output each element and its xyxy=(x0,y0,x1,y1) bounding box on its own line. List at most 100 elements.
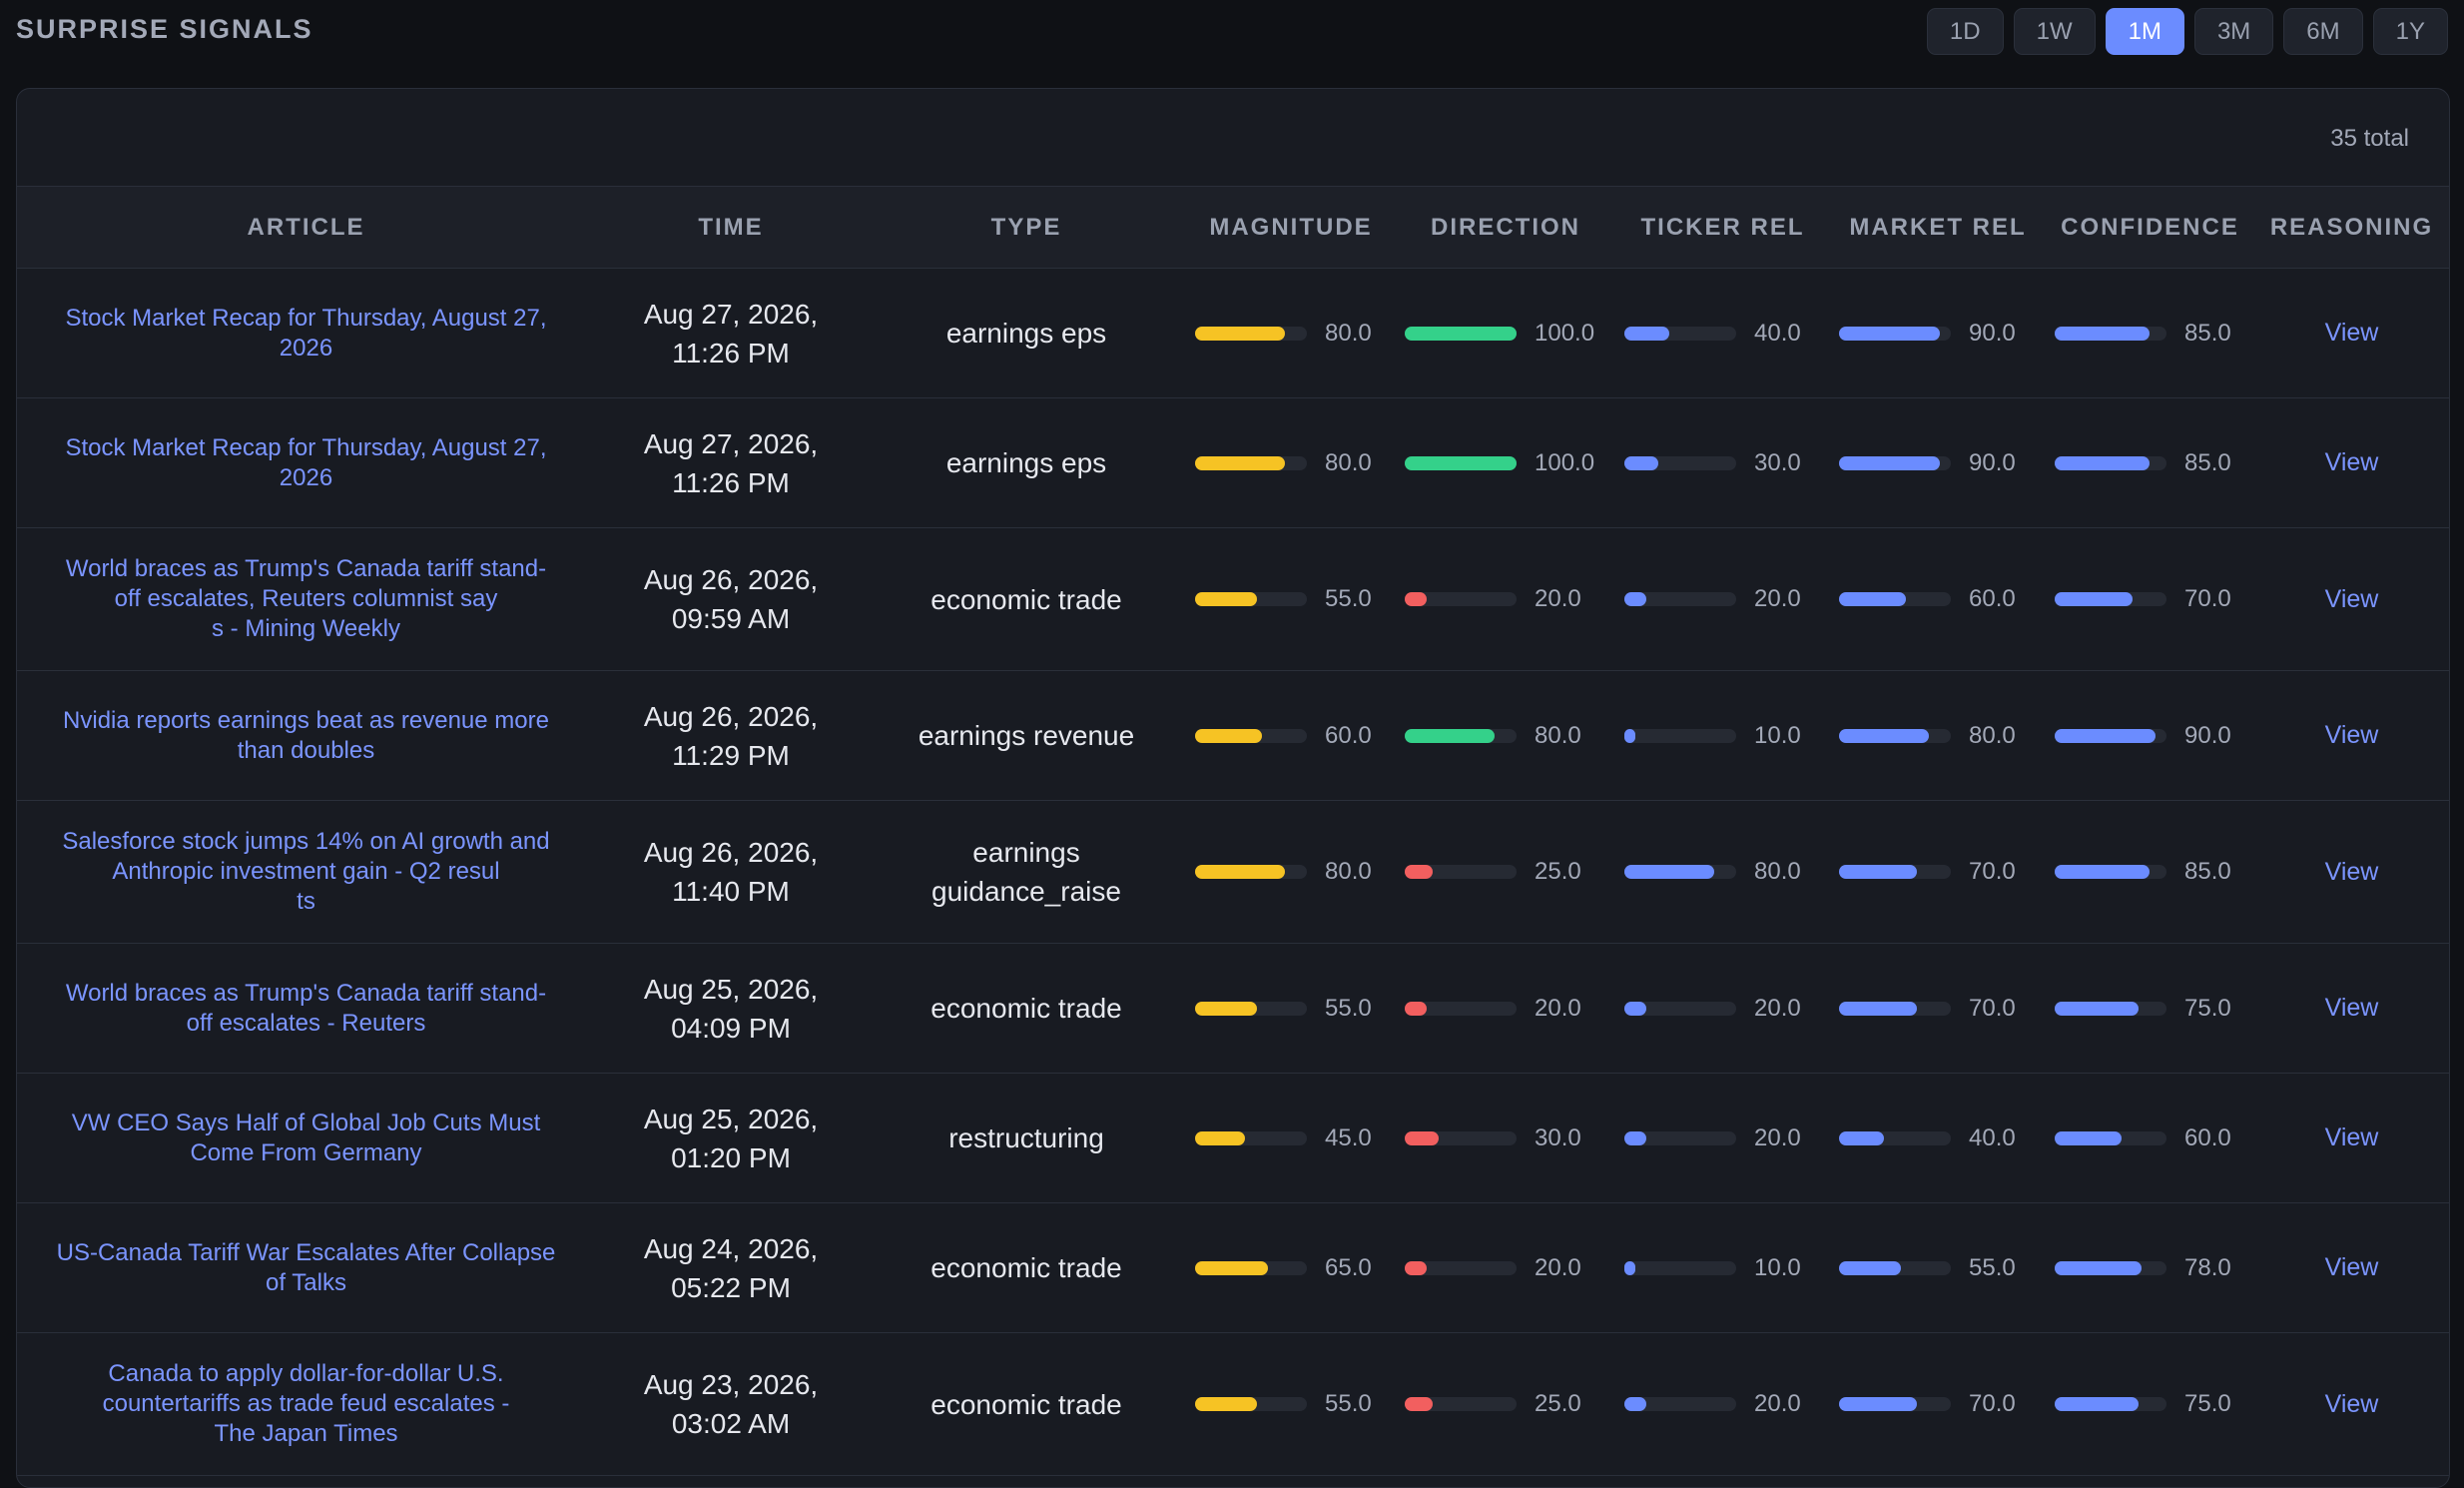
view-reasoning-link[interactable]: View xyxy=(2324,721,2379,749)
ticker-rel-meter: 20.0 xyxy=(1616,1390,1829,1418)
direction-meter: 25.0 xyxy=(1397,858,1614,886)
magnitude-bar-track xyxy=(1195,1130,1307,1145)
direction-cell: 25.0 xyxy=(1396,800,1615,944)
direction-value: 80.0 xyxy=(1535,721,1581,749)
table-header: ARTICLE TIME TYPE MAGNITUDE DIRECTION TI… xyxy=(17,186,2449,269)
market-rel-bar-track xyxy=(1839,326,1951,341)
time-value: Aug 26, 2026, 11:40 PM xyxy=(643,837,819,907)
magnitude-cell: 55.0 xyxy=(1186,943,1396,1074)
direction-cell: 80.0 xyxy=(1396,670,1615,801)
ticker-rel-bar-fill xyxy=(1624,455,1658,470)
direction-meter: 100.0 xyxy=(1397,320,1614,348)
col-header-type[interactable]: TYPE xyxy=(867,186,1186,269)
range-button-1m[interactable]: 1M xyxy=(2105,8,2184,55)
table-row[interactable]: World braces as Trump's Canada tariff st… xyxy=(17,527,2449,671)
article-link[interactable]: VW CEO Says Half of Global Job Cuts Must… xyxy=(71,1109,541,1166)
ticker-rel-value: 80.0 xyxy=(1754,858,1801,885)
range-button-1w[interactable]: 1W xyxy=(2013,8,2096,55)
confidence-bar-track xyxy=(2055,728,2166,743)
magnitude-bar-fill xyxy=(1195,326,1285,341)
market-rel-value: 90.0 xyxy=(1969,319,2016,347)
col-header-market-rel[interactable]: MARKET REL xyxy=(1830,186,2046,269)
table-row[interactable]: Stock Market Recap for Thursday, August … xyxy=(17,268,2449,398)
article-cell: World braces as Trump's Canada tariff st… xyxy=(17,527,595,671)
magnitude-value: 80.0 xyxy=(1325,448,1372,476)
direction-cell: 20.0 xyxy=(1396,943,1615,1074)
direction-meter: 20.0 xyxy=(1397,995,1614,1023)
article-link[interactable]: Stock Market Recap for Thursday, August … xyxy=(65,304,547,362)
market-rel-bar-fill xyxy=(1839,1260,1901,1275)
col-header-confidence[interactable]: CONFIDENCE xyxy=(2046,186,2254,269)
market-rel-value: 40.0 xyxy=(1969,1123,2016,1151)
confidence-bar-track xyxy=(2055,1001,2166,1016)
article-cell: World braces as Trump's Canada tariff st… xyxy=(17,943,595,1074)
article-link[interactable]: Nvidia reports earnings beat as revenue … xyxy=(63,706,549,764)
table-row[interactable]: VW CEO Says Half of Global Job Cuts Must… xyxy=(17,1073,2449,1203)
ticker-rel-value: 40.0 xyxy=(1754,319,1801,347)
article-link[interactable]: World braces as Trump's Canada tariff st… xyxy=(65,979,547,1037)
magnitude-bar-track xyxy=(1195,1260,1307,1275)
col-header-article[interactable]: ARTICLE xyxy=(17,186,595,269)
col-header-reasoning[interactable]: REASONING xyxy=(2254,186,2449,269)
range-button-1d[interactable]: 1D xyxy=(1926,8,2004,55)
direction-bar-fill xyxy=(1405,592,1428,606)
table-row[interactable]: US-Canada Tariff War Escalates After Col… xyxy=(17,1202,2449,1333)
table-row[interactable]: Stock Market Recap for Thursday, August … xyxy=(17,397,2449,528)
ticker-rel-cell: 20.0 xyxy=(1615,943,1830,1074)
col-header-ticker-rel[interactable]: TICKER REL xyxy=(1615,186,1830,269)
article-link[interactable]: Salesforce stock jumps 14% on AI growth … xyxy=(62,828,550,915)
article-link[interactable]: Canada to apply dollar-for-dollar U.S. c… xyxy=(102,1360,510,1447)
market-rel-cell: 70.0 xyxy=(1830,1332,2046,1476)
reasoning-cell: View xyxy=(2254,1332,2449,1476)
view-reasoning-link[interactable]: View xyxy=(2324,1389,2379,1418)
confidence-bar-fill xyxy=(2055,326,2151,341)
table-row[interactable]: Salesforce stock jumps 14% on AI growth … xyxy=(17,800,2449,944)
magnitude-bar-track xyxy=(1195,865,1307,879)
view-reasoning-link[interactable]: View xyxy=(2324,1253,2379,1281)
view-reasoning-link[interactable]: View xyxy=(2324,319,2379,347)
confidence-meter: 70.0 xyxy=(2047,585,2253,613)
view-reasoning-link[interactable]: View xyxy=(2324,994,2379,1022)
range-button-3m[interactable]: 3M xyxy=(2193,8,2274,55)
view-reasoning-link[interactable]: View xyxy=(2324,584,2379,613)
signal-type: earnings guidance_raise xyxy=(931,837,1121,907)
table-row[interactable]: Nvidia reports earnings beat as revenue … xyxy=(17,670,2449,801)
direction-value: 25.0 xyxy=(1535,858,1581,885)
market-rel-bar-track xyxy=(1839,865,1951,879)
signal-type: earnings eps xyxy=(945,447,1107,478)
range-button-1y[interactable]: 1Y xyxy=(2372,8,2448,55)
view-reasoning-link[interactable]: View xyxy=(2324,448,2379,476)
confidence-cell: 85.0 xyxy=(2046,268,2254,398)
market-rel-meter: 90.0 xyxy=(1831,320,2045,348)
market-rel-meter: 80.0 xyxy=(1831,722,2045,750)
col-header-time[interactable]: TIME xyxy=(595,186,867,269)
article-link[interactable]: US-Canada Tariff War Escalates After Col… xyxy=(56,1238,556,1296)
magnitude-bar-track xyxy=(1195,728,1307,743)
table-row[interactable]: World braces as Trump's Canada tariff st… xyxy=(17,943,2449,1074)
time-range-selector: 1D 1W 1M 3M 6M 1Y xyxy=(1926,8,2448,55)
confidence-value: 90.0 xyxy=(2184,721,2231,749)
market-rel-bar-track xyxy=(1839,1130,1951,1145)
col-header-direction[interactable]: DIRECTION xyxy=(1396,186,1615,269)
confidence-bar-track xyxy=(2055,1397,2166,1411)
time-cell: Aug 24, 2026, 05:22 PM xyxy=(595,1202,867,1333)
article-link[interactable]: World braces as Trump's Canada tariff st… xyxy=(65,555,547,642)
magnitude-cell: 80.0 xyxy=(1186,268,1396,398)
time-value: Aug 25, 2026, 04:09 PM xyxy=(643,973,819,1044)
table-row[interactable]: Canada to apply dollar-for-dollar U.S. c… xyxy=(17,1332,2449,1476)
view-reasoning-link[interactable]: View xyxy=(2324,857,2379,886)
confidence-bar-track xyxy=(2055,1260,2166,1275)
time-value: Aug 26, 2026, 09:59 AM xyxy=(643,564,819,634)
view-reasoning-link[interactable]: View xyxy=(2324,1123,2379,1151)
range-button-6m[interactable]: 6M xyxy=(2283,8,2363,55)
article-link[interactable]: Stock Market Recap for Thursday, August … xyxy=(65,433,547,491)
market-rel-meter: 70.0 xyxy=(1831,858,2045,886)
direction-meter: 20.0 xyxy=(1397,585,1614,613)
article-cell: Stock Market Recap for Thursday, August … xyxy=(17,397,595,528)
magnitude-bar-fill xyxy=(1195,592,1257,606)
market-rel-bar-fill xyxy=(1839,1001,1918,1016)
ticker-rel-meter: 20.0 xyxy=(1616,1124,1829,1152)
col-header-magnitude[interactable]: MAGNITUDE xyxy=(1186,186,1396,269)
direction-value: 20.0 xyxy=(1535,585,1581,612)
market-rel-meter: 40.0 xyxy=(1831,1124,2045,1152)
